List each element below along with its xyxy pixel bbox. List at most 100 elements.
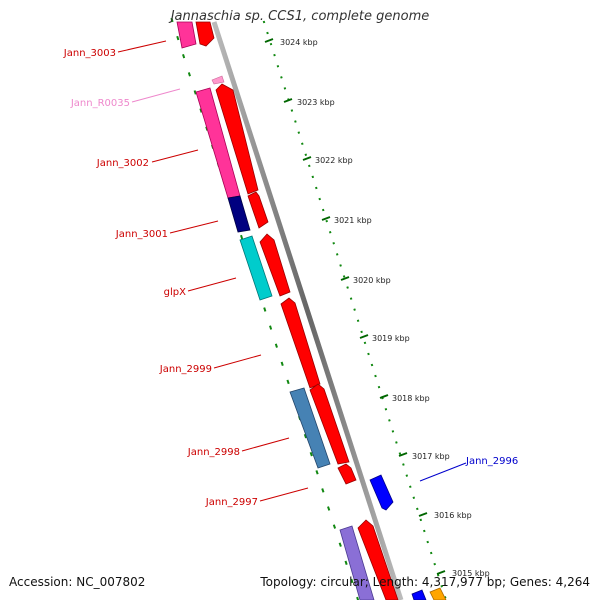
ruler-track-dot xyxy=(349,297,353,300)
ruler-track-dot xyxy=(332,241,335,245)
gene-bottom-orange-block[interactable] xyxy=(429,587,447,600)
ruler-track-dot xyxy=(297,131,301,134)
callout-jann-3003 xyxy=(117,40,167,53)
ruler-track-dot xyxy=(304,153,308,157)
gene-glpx-block[interactable] xyxy=(239,235,273,301)
ruler-track-dot xyxy=(367,352,370,356)
ruler-track-dot xyxy=(335,253,339,256)
gene-jann-3003-block[interactable] xyxy=(176,21,197,49)
left-track-dot xyxy=(344,560,348,566)
ruler-track-dot xyxy=(426,540,429,544)
ruler-track-dot xyxy=(440,584,443,588)
ruler-track-dot xyxy=(423,529,426,533)
gene-label[interactable]: Jann_R0035 xyxy=(70,98,130,109)
left-track-dot xyxy=(240,234,244,240)
gene-label[interactable]: Jann_2996 xyxy=(465,456,518,467)
ruler-tick-mark xyxy=(418,512,428,517)
gene-jann-2997-arrow[interactable] xyxy=(337,463,357,485)
gene-jann-3003-arrow[interactable] xyxy=(195,21,215,47)
gene-label[interactable]: Jann_2998 xyxy=(187,447,240,458)
gene-lavender-block[interactable] xyxy=(339,525,375,600)
accession-text: Accession: NC_007802 xyxy=(9,575,146,589)
ruler-track-dot xyxy=(356,319,360,323)
left-track-dot xyxy=(303,433,308,439)
ruler-track-dot xyxy=(262,20,266,24)
left-track-dot xyxy=(170,17,174,23)
ruler-tick-label: 3024 kbp xyxy=(280,38,318,47)
ruler-track-dot xyxy=(405,474,409,477)
ruler-track-dot xyxy=(318,197,321,201)
ruler-tick-mark xyxy=(283,98,293,103)
gene-label[interactable]: Jann_3002 xyxy=(96,158,149,169)
ruler-tick-mark xyxy=(436,570,446,575)
ruler-track-dot xyxy=(395,441,398,444)
ruler-tick-label: 3022 kbp xyxy=(315,156,353,165)
ruler-track-dot xyxy=(315,186,318,190)
ruler-track-dot xyxy=(377,385,381,389)
gene-jann-2999-arrow[interactable] xyxy=(280,297,321,389)
ruler-track-dot xyxy=(346,286,349,289)
ruler-track-dot xyxy=(429,551,433,555)
callout-jann-r0035 xyxy=(131,88,181,103)
ruler-track-dot xyxy=(398,452,402,455)
ruler-labels: 3024 kbp 3023 kbp 3022 kbp 3021 kbp 3020… xyxy=(280,38,490,578)
ruler-track-dot xyxy=(328,230,332,234)
gene-label[interactable]: Jann_3003 xyxy=(63,48,116,59)
gene-jann-3001-block[interactable] xyxy=(227,195,251,233)
rna-jann-r0035-block[interactable] xyxy=(211,75,225,85)
ruler-track-dot xyxy=(339,264,342,267)
label-callouts xyxy=(117,40,467,502)
gene-bottom-blue-arrow[interactable] xyxy=(411,589,427,600)
gene-jann-2998-arrow[interactable] xyxy=(309,383,350,465)
ruler-tick-label: 3017 kbp xyxy=(412,452,450,461)
left-track-dot xyxy=(327,506,331,511)
gene-label[interactable]: Jann_2999 xyxy=(159,364,212,375)
ruler-track-dot xyxy=(266,31,269,35)
callout-jann-2998 xyxy=(241,437,290,452)
ruler-tick-label: 3018 kbp xyxy=(392,394,430,403)
gene-glpx-arrow[interactable] xyxy=(259,233,291,297)
left-track-dot xyxy=(280,361,284,367)
map-title: Jannaschia sp. CCS1, complete genome xyxy=(170,9,430,24)
ruler-track-dots xyxy=(262,20,447,599)
ruler-track-dot xyxy=(353,308,356,311)
left-track-dot xyxy=(193,90,197,95)
callout-jann-2996 xyxy=(419,462,467,482)
left-track-dot xyxy=(176,35,180,41)
left-track-dot xyxy=(350,578,354,584)
left-track-dot xyxy=(269,325,273,330)
left-track-dot xyxy=(338,542,342,547)
gene-label-group: Jann_3003 Jann_R0035 Jann_3002 Jann_3001… xyxy=(63,48,518,508)
ruler-track-dot xyxy=(388,419,391,422)
ruler-track-dot xyxy=(342,275,346,278)
gene-jann-3001-arrow[interactable] xyxy=(247,191,269,229)
ruler-track-dot xyxy=(325,219,328,223)
ruler-tick-mark xyxy=(340,276,350,281)
gene-jann-2998-block[interactable] xyxy=(289,387,331,469)
ruler-tick-label: 3016 kbp xyxy=(434,511,472,520)
ruler-track-dot xyxy=(283,87,287,90)
gene-label[interactable]: glpX xyxy=(164,287,186,298)
left-track-dot xyxy=(332,524,337,529)
ruler-track-dot xyxy=(269,42,273,46)
left-track-dot xyxy=(274,343,278,348)
callout-jann-2997 xyxy=(259,487,309,502)
gene-jann-2996-arrow[interactable] xyxy=(369,474,394,511)
callout-jann-3002 xyxy=(151,149,199,163)
ruler-track-dot xyxy=(280,76,283,79)
gene-label[interactable]: Jann_3001 xyxy=(115,229,168,240)
ruler-track-dot xyxy=(294,120,297,123)
ruler-tick-mark xyxy=(379,394,389,399)
callout-jann-2999 xyxy=(213,354,262,369)
ruler-track-dot xyxy=(384,407,388,411)
callout-glpx xyxy=(187,277,237,292)
gene-jann-3002-arrow[interactable] xyxy=(215,83,259,195)
feature-track xyxy=(176,21,447,600)
gene-bottom-red-arrow[interactable] xyxy=(357,519,399,600)
left-track-dot xyxy=(286,379,290,385)
ruler-tick-mark xyxy=(302,156,312,161)
gene-label[interactable]: Jann_2997 xyxy=(205,497,258,508)
ruler-track-dot xyxy=(433,562,436,566)
ruler-track-dot xyxy=(412,496,416,500)
ruler-tick-mark xyxy=(321,216,331,221)
